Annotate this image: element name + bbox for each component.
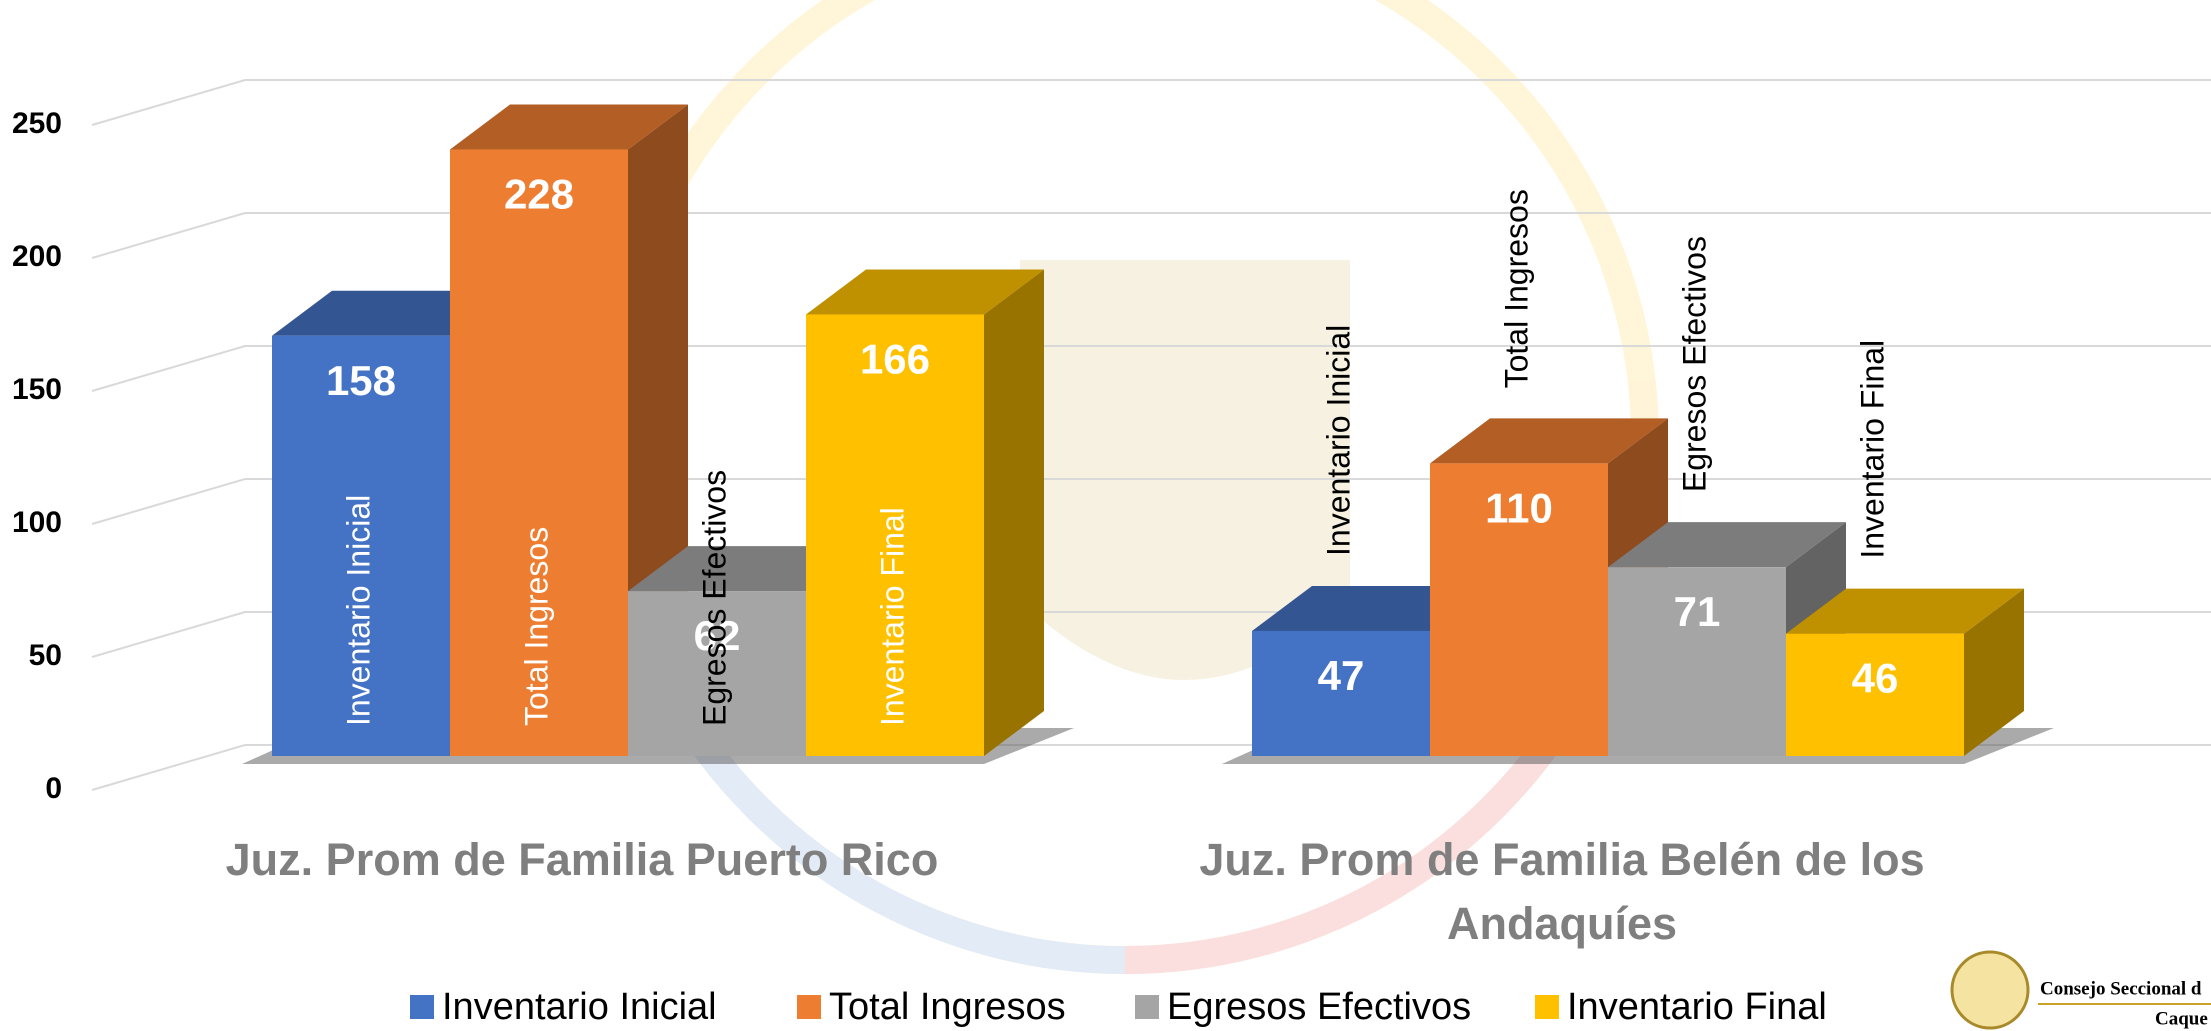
bar-series-label: Inventario Inicial bbox=[340, 495, 376, 726]
legend-swatch bbox=[410, 995, 434, 1019]
y-tick-label: 250 bbox=[12, 107, 62, 140]
bar-series-label: Total Ingresos bbox=[1498, 189, 1534, 388]
legend-swatch bbox=[1535, 995, 1559, 1019]
bar-series-label: Egresos Efectivos bbox=[696, 470, 732, 726]
category-label: Juz. Prom de Familia Puerto Rico bbox=[172, 828, 992, 892]
y-tick-label: 150 bbox=[12, 373, 62, 406]
legend-label: Egresos Efectivos bbox=[1167, 986, 1471, 1028]
legend-label: Total Ingresos bbox=[829, 986, 1066, 1028]
legend-swatch bbox=[1135, 995, 1159, 1019]
category-label: Juz. Prom de Familia Belén de los Andaqu… bbox=[1152, 828, 1972, 956]
legend-label: Inventario Final bbox=[1567, 986, 1827, 1028]
legend-swatch bbox=[797, 995, 821, 1019]
data-label: 158 bbox=[326, 357, 396, 404]
legend-label: Inventario Inicial bbox=[442, 986, 717, 1028]
data-label: 110 bbox=[1485, 484, 1553, 531]
logo-text: Caque bbox=[2155, 1008, 2208, 1029]
logo-emblem bbox=[1952, 952, 2028, 1028]
y-tick-label: 0 bbox=[45, 772, 62, 805]
y-tick-label: 100 bbox=[12, 506, 62, 539]
bar-series-label: Total Ingresos bbox=[518, 527, 554, 726]
bar-series-label: Inventario Final bbox=[874, 507, 910, 726]
data-label: 71 bbox=[1674, 588, 1721, 635]
bar-series-label: Inventario Final bbox=[1854, 340, 1890, 559]
bar-series-label: Inventario Inicial bbox=[1320, 325, 1356, 556]
data-label: 166 bbox=[860, 336, 930, 383]
grid-line bbox=[92, 80, 2211, 125]
page: 0 50 100 150 200 250 158 Inventario Inicial 228 T… bbox=[0, 0, 2211, 1031]
data-label: 47 bbox=[1318, 652, 1365, 699]
bar-group: 166 Inventario Final bbox=[806, 269, 1044, 756]
bar-side bbox=[984, 269, 1044, 756]
y-tick-label: 200 bbox=[12, 240, 62, 273]
logo-text: Consejo Seccional d bbox=[2040, 978, 2202, 999]
grid-line bbox=[92, 213, 2211, 258]
data-label: 46 bbox=[1852, 655, 1899, 702]
data-label: 228 bbox=[504, 171, 574, 218]
bar-series-label: Egresos Efectivos bbox=[1676, 236, 1712, 492]
y-tick-label: 50 bbox=[29, 639, 62, 672]
